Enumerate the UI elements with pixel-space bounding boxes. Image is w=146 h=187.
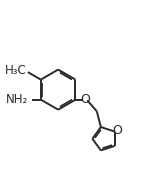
Text: H₃C: H₃C — [5, 64, 26, 77]
Text: NH₂: NH₂ — [6, 93, 28, 106]
Text: O: O — [80, 93, 90, 106]
Text: O: O — [112, 124, 122, 137]
